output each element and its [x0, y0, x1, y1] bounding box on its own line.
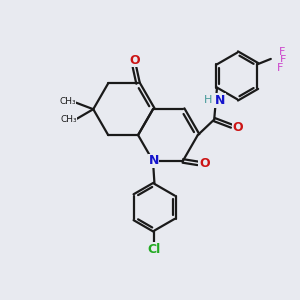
Text: F: F — [280, 56, 286, 65]
Text: H: H — [204, 95, 212, 105]
Text: CH₃: CH₃ — [60, 115, 77, 124]
Text: N: N — [148, 154, 159, 167]
Text: O: O — [129, 54, 140, 67]
Text: N: N — [215, 94, 225, 107]
Text: O: O — [233, 122, 243, 134]
Text: Cl: Cl — [148, 243, 161, 256]
Text: O: O — [199, 157, 210, 170]
Text: F: F — [279, 47, 285, 57]
Text: CH₃: CH₃ — [59, 97, 76, 106]
Text: F: F — [277, 63, 283, 73]
